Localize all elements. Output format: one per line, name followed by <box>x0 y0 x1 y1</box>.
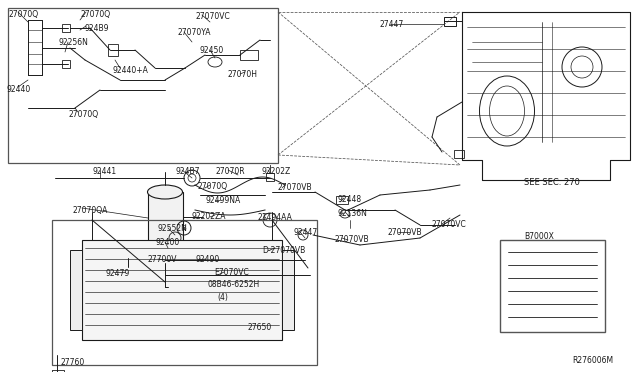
Text: SEE SEC. 270: SEE SEC. 270 <box>524 178 580 187</box>
Text: 92441: 92441 <box>92 167 116 176</box>
Text: 27070YA: 27070YA <box>178 28 211 37</box>
Text: 27070Q: 27070Q <box>8 10 38 19</box>
Text: 92202Z: 92202Z <box>262 167 291 176</box>
Text: 92450: 92450 <box>200 46 224 55</box>
Bar <box>148 192 183 257</box>
Ellipse shape <box>147 185 182 199</box>
Text: 92440: 92440 <box>6 85 30 94</box>
Text: 924B7: 924B7 <box>176 167 200 176</box>
Bar <box>62 24 70 32</box>
Text: 27447: 27447 <box>380 20 404 29</box>
Text: 27650: 27650 <box>248 323 272 332</box>
Text: 27070H: 27070H <box>228 70 258 79</box>
Text: R276006M: R276006M <box>572 356 613 365</box>
Bar <box>240 50 258 60</box>
Text: 92400: 92400 <box>155 238 179 247</box>
Text: 27070Q: 27070Q <box>80 10 110 19</box>
Bar <box>336 196 348 204</box>
Text: B7000X: B7000X <box>524 232 554 241</box>
Bar <box>266 173 274 181</box>
Bar <box>8 8 278 163</box>
Text: 924B9: 924B9 <box>84 24 109 33</box>
Text: E7070VC: E7070VC <box>214 268 249 277</box>
Text: 92256N: 92256N <box>58 38 88 47</box>
Bar <box>52 370 64 372</box>
Ellipse shape <box>147 251 182 263</box>
Bar <box>158 243 178 255</box>
Bar <box>108 44 118 56</box>
Bar <box>70 250 82 330</box>
Text: 92499NA: 92499NA <box>205 196 240 205</box>
Text: 92447: 92447 <box>294 228 318 237</box>
Text: 27070Q: 27070Q <box>68 110 98 119</box>
Text: 27700V: 27700V <box>147 255 177 264</box>
Bar <box>500 240 605 332</box>
Text: 92136N: 92136N <box>338 209 368 218</box>
Text: D-27070VB: D-27070VB <box>262 246 305 255</box>
Text: 92479: 92479 <box>105 269 129 278</box>
Bar <box>52 220 317 365</box>
Text: 27070QA: 27070QA <box>72 206 108 215</box>
Text: 27070VC: 27070VC <box>195 12 230 21</box>
Text: 27070R: 27070R <box>215 167 244 176</box>
Text: 92202ZA: 92202ZA <box>192 212 227 221</box>
Text: 92552N: 92552N <box>158 224 188 233</box>
Text: 27070VB: 27070VB <box>278 183 312 192</box>
Bar <box>454 150 464 158</box>
Text: 92448: 92448 <box>338 195 362 204</box>
Bar <box>444 17 456 26</box>
Text: 92440+A: 92440+A <box>112 66 148 75</box>
Text: 27760: 27760 <box>60 358 84 367</box>
Text: B: B <box>182 225 186 231</box>
Bar <box>62 60 70 68</box>
Text: (4): (4) <box>217 293 228 302</box>
Text: 27070Q: 27070Q <box>198 182 228 191</box>
Bar <box>282 250 294 330</box>
Text: 27070VC: 27070VC <box>432 220 467 229</box>
Text: 27070VB: 27070VB <box>335 235 370 244</box>
Text: 27070VB: 27070VB <box>388 228 422 237</box>
Bar <box>82 240 282 340</box>
Text: 92490: 92490 <box>196 255 220 264</box>
Text: 21494AA: 21494AA <box>258 213 293 222</box>
Text: 08B46-6252H: 08B46-6252H <box>208 280 260 289</box>
